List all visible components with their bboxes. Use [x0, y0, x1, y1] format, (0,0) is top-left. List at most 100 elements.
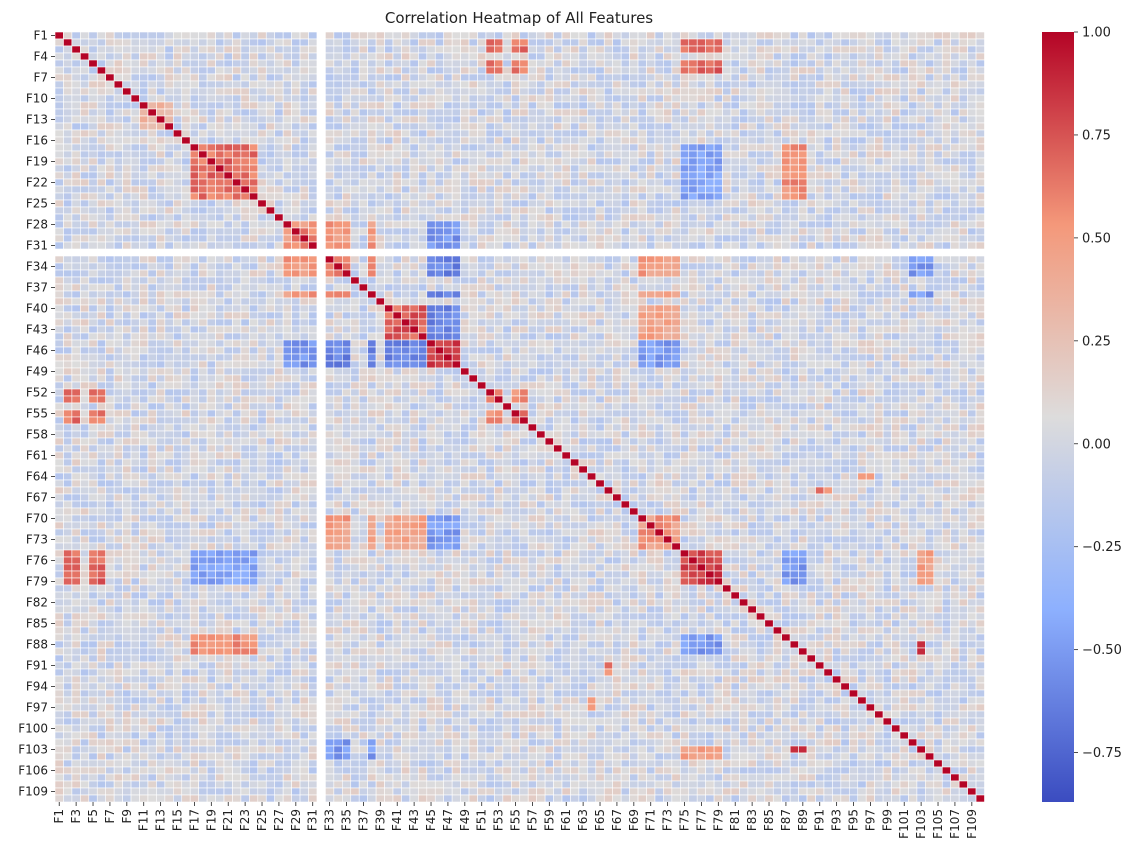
heatmap-cell — [434, 339, 444, 348]
heatmap-cell — [181, 150, 191, 159]
heatmap-cell — [240, 59, 250, 68]
heatmap-cell — [612, 115, 622, 124]
heatmap-cell — [612, 108, 622, 117]
heatmap-cell — [113, 94, 123, 103]
heatmap-cell — [494, 318, 504, 327]
heatmap-cell — [375, 150, 385, 159]
heatmap-cell — [409, 192, 419, 201]
heatmap-cell — [392, 185, 402, 194]
heatmap-cell — [392, 108, 402, 117]
heatmap-cell — [409, 227, 419, 236]
heatmap-cell — [88, 199, 98, 208]
heatmap-cell — [739, 122, 749, 131]
heatmap-cell — [333, 115, 343, 124]
heatmap-cell — [468, 45, 478, 54]
heatmap-cell — [198, 255, 208, 264]
heatmap-cell — [874, 94, 884, 103]
heatmap-cell — [561, 339, 571, 348]
heatmap-cell — [612, 80, 622, 89]
heatmap-cell — [164, 220, 174, 229]
heatmap-cell — [341, 129, 352, 138]
heatmap-cell — [570, 31, 580, 40]
heatmap-cell — [857, 269, 867, 278]
heatmap-cell — [933, 241, 943, 250]
heatmap-cell — [899, 38, 909, 47]
heatmap-cell — [510, 353, 521, 362]
heatmap-cell — [536, 38, 546, 47]
heatmap-cell — [443, 325, 453, 334]
heatmap-cell — [240, 311, 250, 320]
heatmap-cell — [477, 297, 487, 306]
heatmap-cell — [451, 171, 461, 180]
heatmap-cell — [392, 276, 402, 285]
heatmap-cell — [603, 199, 613, 208]
heatmap-cell — [933, 325, 943, 334]
heatmap-cell — [578, 185, 588, 194]
heatmap-cell — [198, 87, 208, 96]
heatmap-cell — [198, 297, 208, 306]
heatmap-cell — [223, 227, 233, 236]
heatmap-cell — [240, 234, 250, 243]
heatmap-cell — [561, 311, 571, 320]
heatmap-cell — [975, 227, 985, 236]
heatmap-cell — [426, 234, 436, 243]
heatmap-cell — [88, 38, 98, 47]
heatmap-cell — [265, 108, 275, 117]
heatmap-cell — [570, 276, 580, 285]
heatmap-cell — [806, 192, 816, 201]
heatmap-cell — [595, 220, 605, 229]
heatmap-cell — [350, 150, 360, 159]
heatmap-cell — [63, 157, 73, 166]
heatmap-cell — [570, 143, 580, 152]
heatmap-cell — [434, 353, 444, 362]
heatmap-cell — [806, 241, 816, 250]
heatmap-cell — [536, 178, 546, 187]
heatmap-cell — [139, 192, 149, 201]
heatmap-cell — [637, 94, 647, 103]
heatmap-cell — [671, 318, 681, 327]
heatmap-cell — [274, 157, 284, 166]
heatmap-cell — [139, 136, 149, 145]
heatmap-cell — [705, 206, 715, 215]
heatmap-cell — [823, 31, 833, 40]
heatmap-cell — [325, 143, 335, 152]
heatmap-cell — [105, 241, 115, 250]
heatmap-cell — [443, 185, 453, 194]
heatmap-cell — [215, 171, 225, 180]
heatmap-cell — [173, 353, 183, 362]
heatmap-cell — [325, 220, 335, 229]
heatmap-cell — [916, 129, 926, 138]
heatmap-cell — [274, 164, 284, 173]
heatmap-cell — [595, 283, 605, 292]
heatmap-cell — [958, 178, 968, 187]
heatmap-cell — [967, 73, 977, 82]
heatmap-cell — [958, 290, 968, 299]
heatmap-cell — [916, 339, 926, 348]
heatmap-cell — [899, 325, 909, 334]
heatmap-cell — [341, 80, 352, 89]
heatmap-cell — [561, 353, 571, 362]
heatmap-cell — [663, 213, 673, 222]
heatmap-cell — [409, 346, 419, 355]
heatmap-cell — [409, 276, 419, 285]
heatmap-cell — [536, 220, 546, 229]
heatmap-cell — [595, 73, 605, 82]
heatmap-cell — [654, 339, 664, 348]
heatmap-cell — [105, 150, 115, 159]
heatmap-cell — [63, 143, 73, 152]
heatmap-cell — [485, 31, 495, 40]
heatmap-cell — [477, 178, 487, 187]
heatmap-cell — [730, 269, 740, 278]
heatmap-cell — [950, 87, 960, 96]
heatmap-cell — [646, 276, 656, 285]
heatmap-cell — [654, 59, 664, 68]
heatmap-cell — [688, 59, 698, 68]
heatmap-cell — [113, 129, 123, 138]
heatmap-cell — [451, 220, 461, 229]
heatmap-cell — [325, 353, 335, 362]
heatmap-cell — [215, 45, 225, 54]
heatmap-cell — [933, 38, 943, 47]
heatmap-cell — [358, 269, 368, 278]
heatmap-cell — [418, 318, 428, 327]
heatmap-cell — [789, 143, 799, 152]
